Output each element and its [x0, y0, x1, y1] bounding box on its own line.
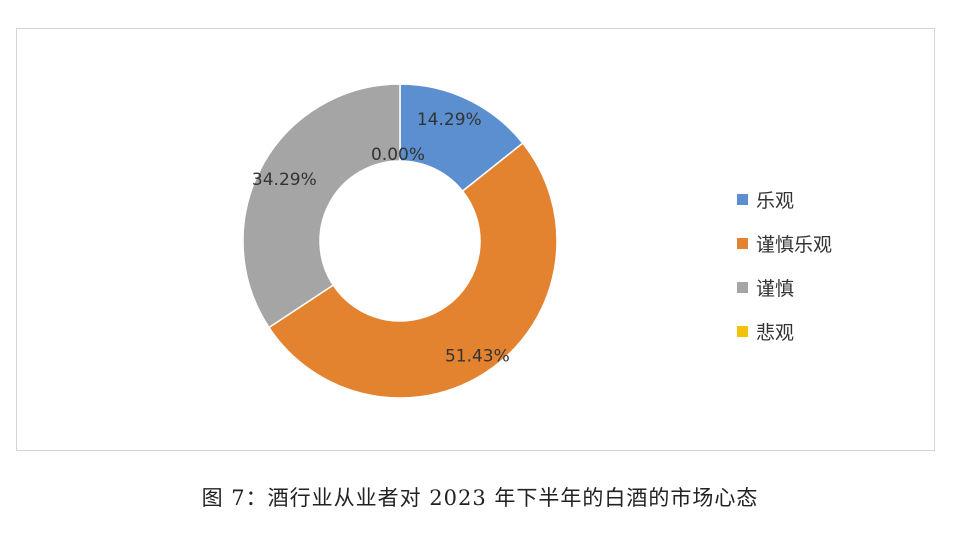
legend: 乐观 谨慎乐观 谨慎 悲观	[737, 186, 832, 344]
legend-label: 谨慎	[756, 277, 795, 300]
legend-swatch	[737, 325, 748, 337]
figure-caption: 图 7：酒行业从业者对 2023 年下半年的白酒的市场心态	[201, 486, 759, 510]
legend-item-optimistic: 乐观	[737, 186, 832, 212]
legend-item-pessimistic: 悲观	[737, 318, 832, 344]
legend-label: 谨慎乐观	[756, 233, 833, 256]
legend-swatch	[737, 281, 748, 293]
legend-label: 悲观	[756, 321, 795, 344]
data-label-0: 14.29%	[417, 110, 482, 130]
data-label-2: 34.29%	[252, 170, 317, 190]
legend-label: 乐观	[756, 189, 795, 212]
legend-swatch	[737, 237, 748, 249]
donut-chart: 14.29% 51.43% 34.29% 0.00%	[242, 83, 558, 399]
donut-slice-1	[267, 142, 558, 399]
legend-item-cautious: 谨慎	[737, 274, 832, 300]
legend-item-cautiously-optimistic: 谨慎乐观	[737, 230, 832, 256]
data-label-1: 51.43%	[445, 346, 510, 366]
legend-swatch	[737, 193, 748, 205]
donut-slice-2	[242, 83, 401, 329]
chart-frame: 14.29% 51.43% 34.29% 0.00% 乐观 谨慎乐观 谨慎 悲观	[16, 28, 935, 451]
data-label-3: 0.00%	[371, 145, 425, 165]
